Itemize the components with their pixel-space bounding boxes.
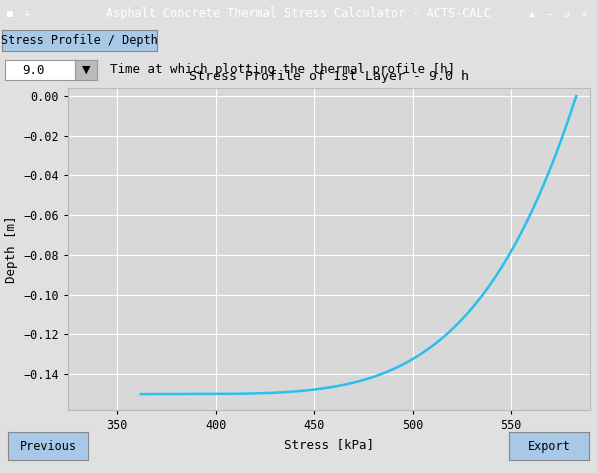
Text: 9.0: 9.0	[23, 63, 45, 77]
Text: ■  +: ■ +	[7, 9, 30, 19]
Text: Stress Profile / Depth: Stress Profile / Depth	[1, 34, 158, 47]
Text: ▲  —  ↺  ✕: ▲ — ↺ ✕	[530, 9, 588, 19]
Text: ▼: ▼	[82, 65, 90, 75]
Y-axis label: Depth [m]: Depth [m]	[5, 215, 18, 283]
Text: Export: Export	[528, 439, 570, 453]
Text: Time at which plotting the thermal profile [h]: Time at which plotting the thermal profi…	[110, 63, 455, 77]
Text: Asphalt Concrete Thermal Stress Calculator - ACTS-CALC: Asphalt Concrete Thermal Stress Calculat…	[106, 8, 491, 20]
Title: Stress Profile of 1st Layer - 9.0 h: Stress Profile of 1st Layer - 9.0 h	[189, 70, 469, 83]
Text: Previous: Previous	[20, 439, 76, 453]
X-axis label: Stress [kPa]: Stress [kPa]	[284, 438, 374, 451]
